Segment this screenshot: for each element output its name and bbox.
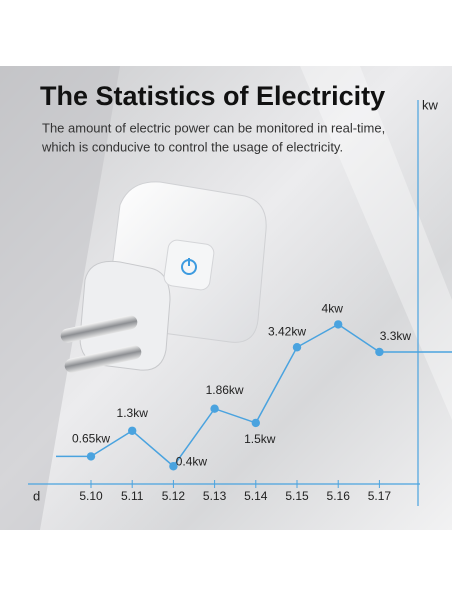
subtitle: The amount of electric power can be moni… (42, 120, 385, 135)
y-axis-label: kw (422, 97, 439, 112)
x-tick-label: 5.14 (244, 489, 268, 503)
data-point (375, 347, 384, 357)
data-label: 0.4kw (176, 454, 208, 468)
data-point (251, 418, 260, 428)
x-tick-label: 5.12 (162, 489, 186, 503)
data-point (210, 404, 219, 413)
subtitle: which is conducive to control the usage … (41, 139, 343, 154)
data-point (292, 343, 302, 352)
chart-title: The Statistics of Electricity (40, 81, 385, 111)
data-label: 1.3kw (117, 406, 149, 420)
x-tick-label: 5.10 (79, 489, 103, 503)
data-label: 3.3kw (380, 329, 412, 343)
data-point (86, 452, 96, 461)
x-tick-label: 5.16 (327, 489, 351, 503)
smart-plug (60, 181, 267, 373)
data-label: 0.65kw (72, 432, 110, 446)
data-label: 1.5kw (244, 432, 276, 446)
x-tick-label: 5.17 (368, 489, 392, 503)
data-point (334, 320, 343, 329)
data-point (128, 426, 137, 435)
x-axis-label: d (33, 488, 40, 503)
data-label: 1.86kw (206, 383, 244, 397)
data-label: 4kw (322, 302, 344, 316)
x-tick-label: 5.11 (121, 489, 144, 503)
data-line (90, 323, 380, 468)
shadow (0, 66, 120, 530)
data-label: 3.42kw (268, 324, 306, 338)
x-tick-label: 5.15 (285, 489, 309, 503)
x-tick-label: 5.13 (203, 489, 227, 503)
data-point (169, 462, 178, 471)
light-streak (300, 66, 452, 420)
